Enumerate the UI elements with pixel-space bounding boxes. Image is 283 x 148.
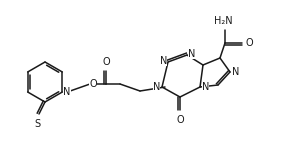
Text: O: O <box>246 38 254 48</box>
Text: N: N <box>63 87 71 97</box>
Text: N: N <box>202 82 209 92</box>
Text: H₂N: H₂N <box>214 16 232 26</box>
Text: N: N <box>232 67 239 77</box>
Text: N: N <box>188 49 195 59</box>
Text: O: O <box>176 115 184 125</box>
Text: S: S <box>34 119 40 129</box>
Text: O: O <box>89 79 97 89</box>
Text: N: N <box>153 82 160 92</box>
Text: N: N <box>160 56 167 66</box>
Text: O: O <box>102 57 110 67</box>
